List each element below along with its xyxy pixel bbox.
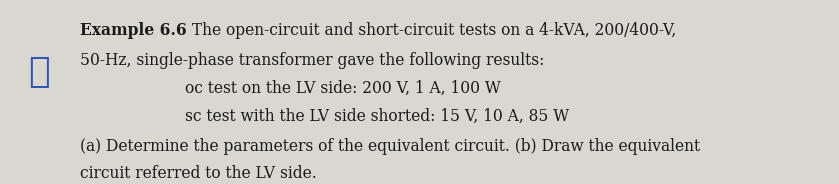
Text: 50-Hz, single-phase transformer gave the following results:: 50-Hz, single-phase transformer gave the…: [80, 52, 545, 69]
Text: oc test on the LV side: 200 V, 1 A, 100 W: oc test on the LV side: 200 V, 1 A, 100 …: [185, 80, 501, 97]
Text: circuit referred to the LV side.: circuit referred to the LV side.: [80, 165, 317, 182]
Text: sc test with the LV side shorted: 15 V, 10 A, 85 W: sc test with the LV side shorted: 15 V, …: [185, 108, 569, 125]
Text: (a) Determine the parameters of the equivalent circuit. (b) Draw the equivalent: (a) Determine the parameters of the equi…: [80, 138, 700, 155]
Text: Example 6.6: Example 6.6: [80, 22, 187, 39]
Text: The open-circuit and short-circuit tests on a 4-kVA, 200/400-V,: The open-circuit and short-circuit tests…: [187, 22, 676, 39]
Text: ℓ: ℓ: [28, 55, 50, 89]
